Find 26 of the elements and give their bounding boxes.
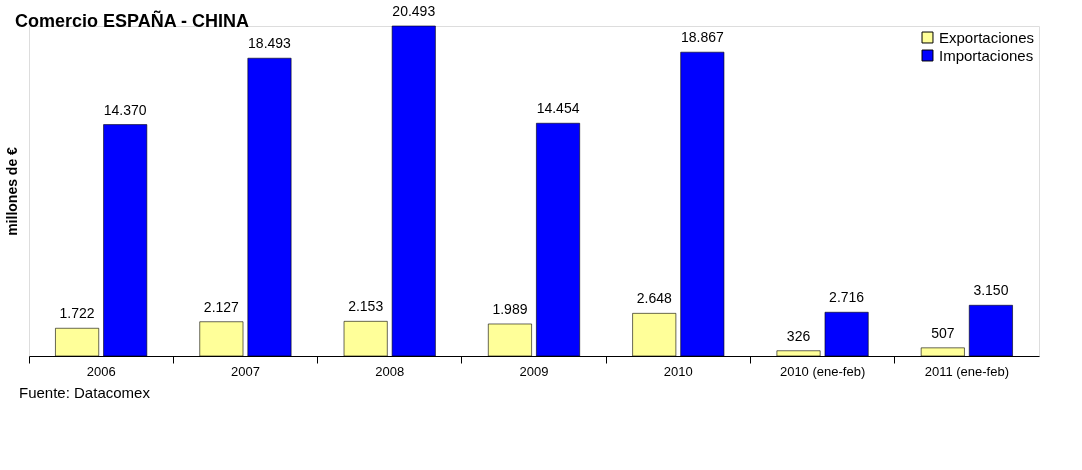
data-label: 1.989 [492, 300, 528, 317]
data-label: 326 [786, 327, 811, 344]
x-tick-label: 2008 [375, 363, 405, 379]
data-label: 507 [931, 324, 955, 341]
data-label: 3.150 [973, 282, 1009, 299]
data-label: 1.722 [59, 305, 95, 322]
x-tick-label: 2006 [86, 363, 116, 379]
data-label: 2.716 [829, 289, 865, 306]
data-label: 20.493 [392, 3, 436, 19]
x-tick-label: 2011 (ene-feb) [924, 363, 1010, 379]
chart-title: Comercio ESPAÑA - CHINA [15, 10, 250, 31]
legend-label: Importaciones [939, 46, 1034, 64]
legend-label: Exportaciones [939, 28, 1035, 46]
data-label: 18.493 [248, 35, 292, 52]
y-axis-title: millones de € [3, 146, 20, 236]
data-label: 2.127 [203, 298, 240, 315]
x-tick-label: 2007 [230, 363, 260, 379]
x-tick-label: 2009 [519, 363, 549, 379]
data-label: 18.867 [680, 29, 724, 46]
x-tick-label: 2010 (ene-feb) [779, 363, 866, 379]
data-label: 2.153 [348, 298, 384, 315]
source-note: Fuente: Datacomex [19, 384, 151, 401]
data-label: 14.370 [103, 101, 147, 118]
x-tick-label: 2010 [663, 363, 693, 379]
data-label: 14.454 [536, 100, 580, 117]
data-label: 2.648 [636, 290, 672, 307]
